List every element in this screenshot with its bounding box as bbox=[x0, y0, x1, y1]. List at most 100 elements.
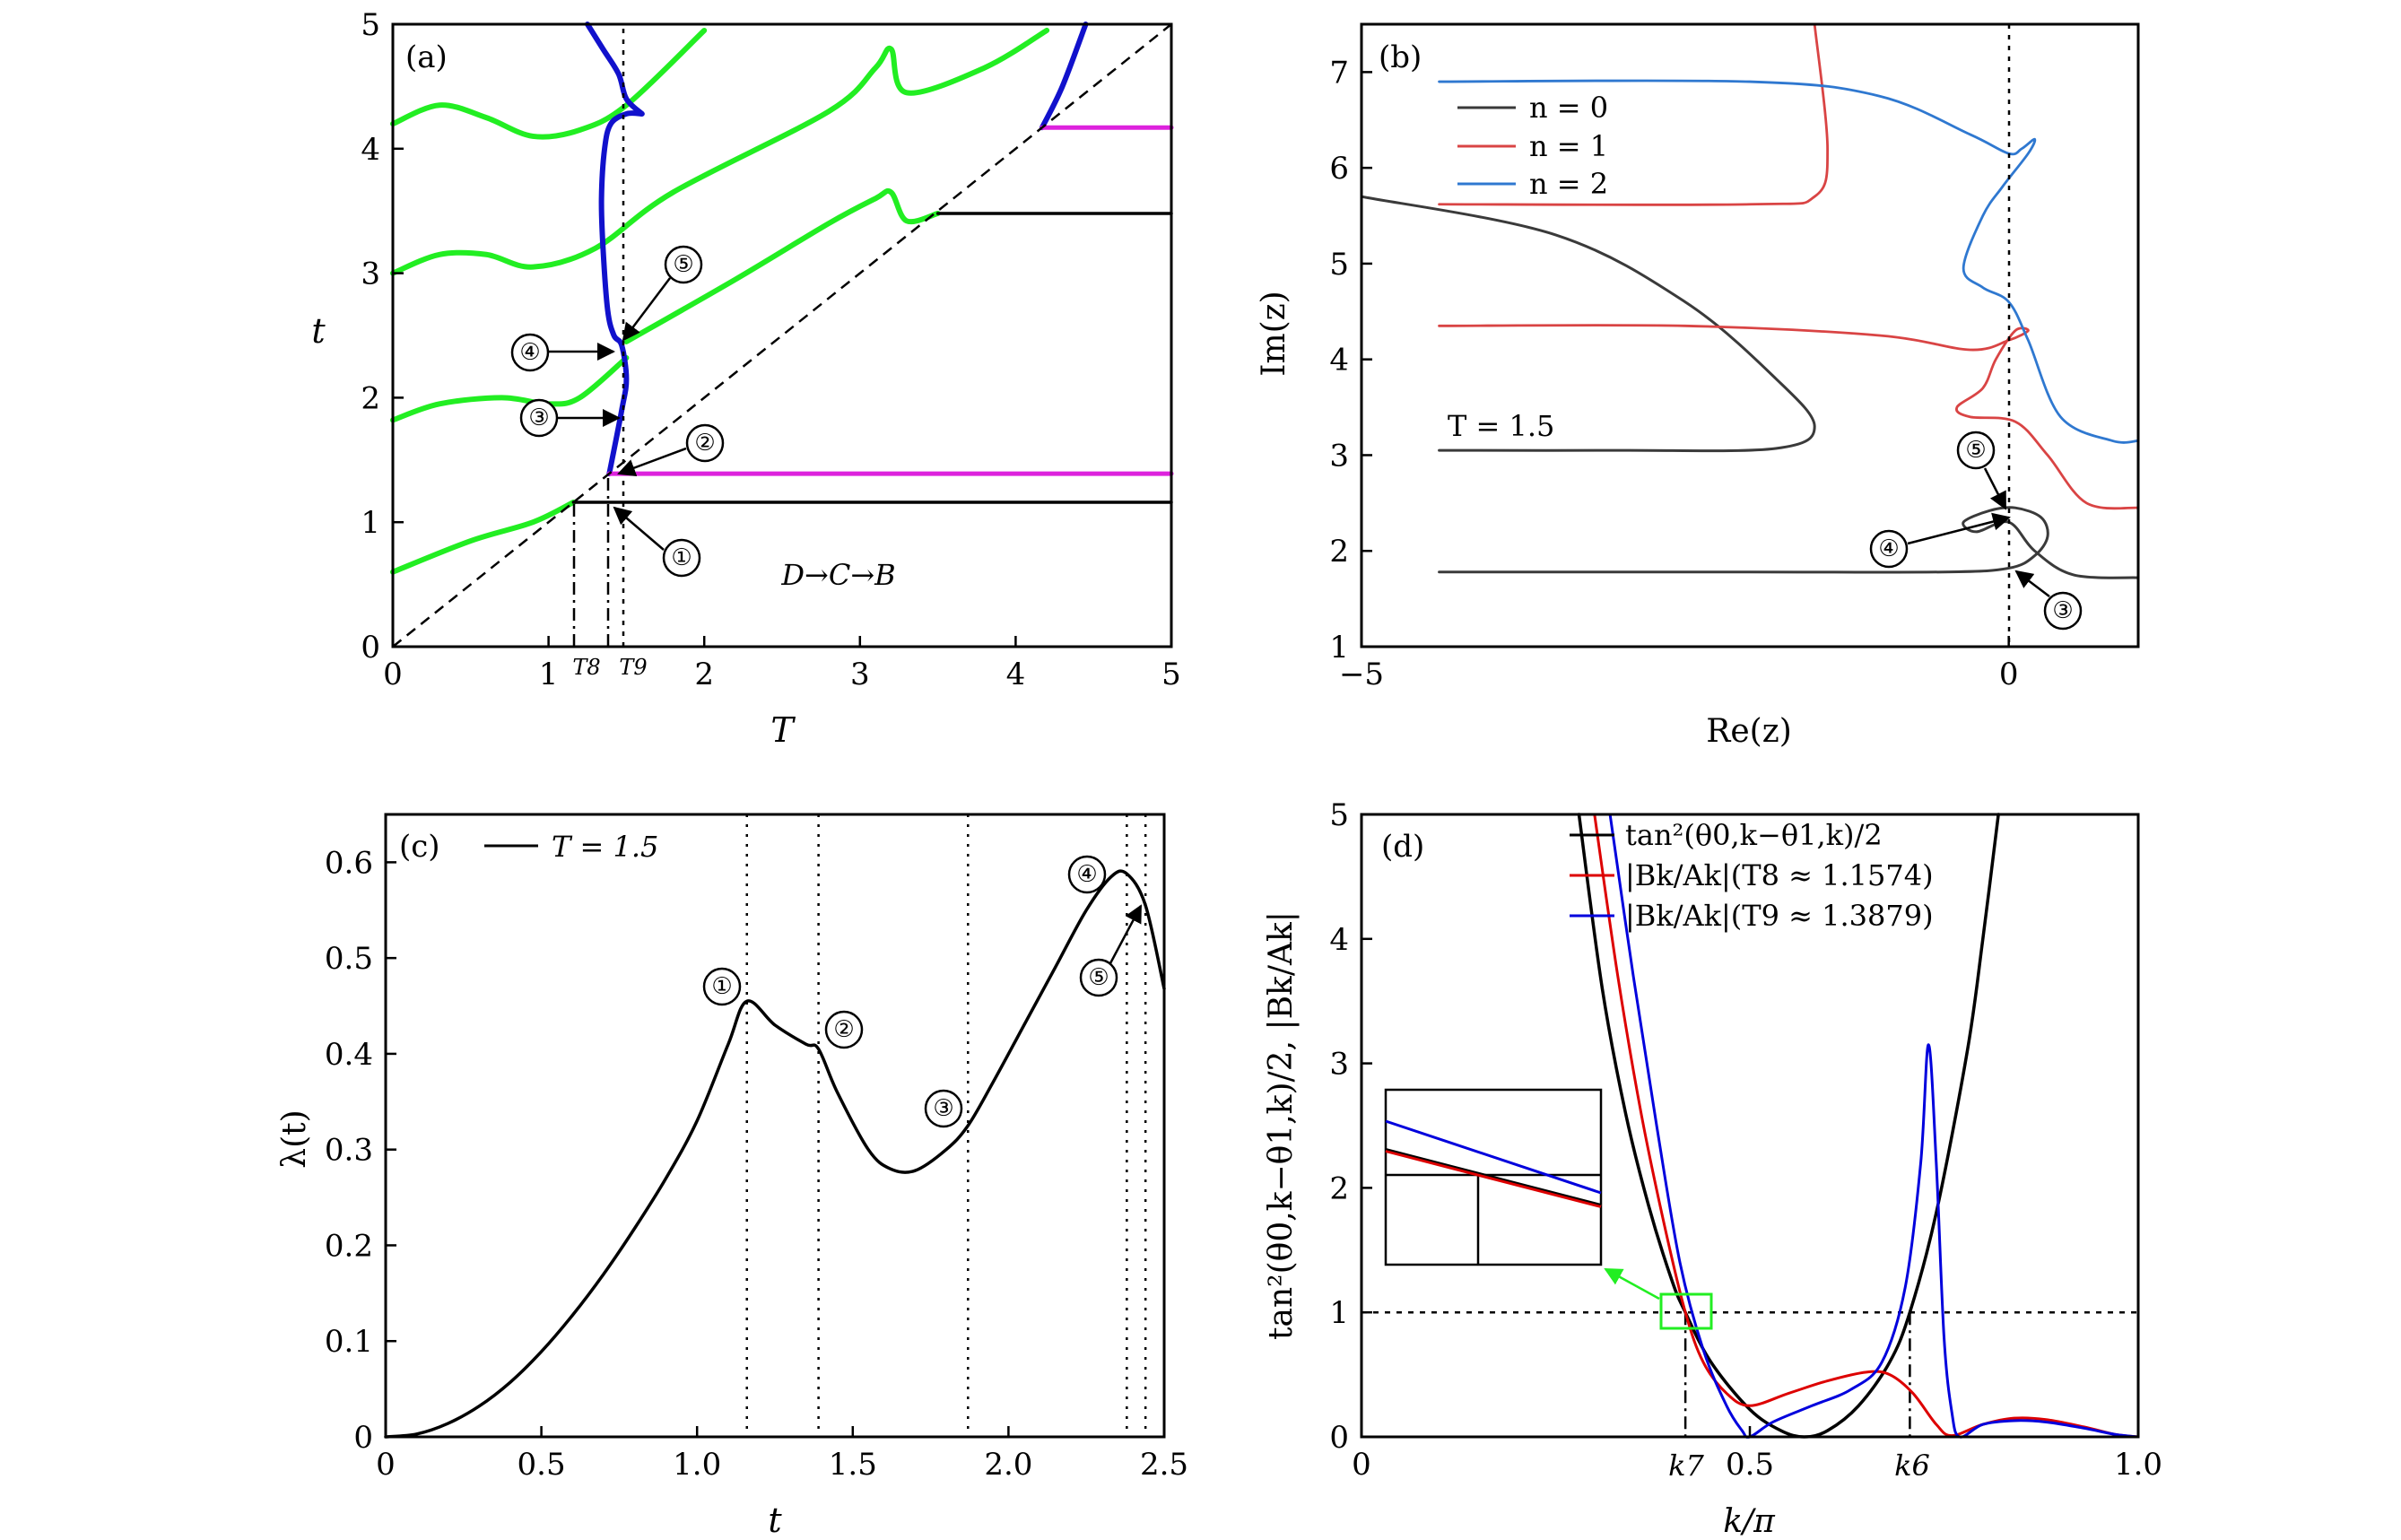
panel-b-legend: n = 0 n = 1 n = 2 bbox=[1457, 91, 1608, 201]
svg-text:⑤: ⑤ bbox=[673, 251, 693, 278]
panel-a-series-5 bbox=[390, 27, 708, 140]
panel-d-xtick-label: 0.5 bbox=[1726, 1447, 1774, 1483]
panel-b-xtick-label: −5 bbox=[1339, 657, 1384, 692]
panel-c-ytick-label: 0.5 bbox=[325, 941, 373, 977]
panel-d-k7-label: k7 bbox=[1668, 1449, 1704, 1483]
svg-text:④: ④ bbox=[1076, 861, 1097, 888]
svg-text:③: ③ bbox=[2052, 597, 2073, 624]
panel-c-xlabel: t bbox=[768, 1501, 782, 1540]
panel-a-series-3 bbox=[623, 187, 941, 344]
panel-a-series-8 bbox=[1039, 22, 1089, 131]
svg-text:⑤: ⑤ bbox=[1088, 964, 1109, 991]
legend-n1: n = 1 bbox=[1529, 129, 1608, 163]
panel-d-label: (d) bbox=[1381, 829, 1424, 865]
panel-b-circled-3: ③ bbox=[2014, 570, 2083, 631]
panel-c-circled-1: ① bbox=[702, 967, 742, 1006]
panel-a-ylabel: t bbox=[311, 311, 326, 351]
panel-c-ytick-label: 0.2 bbox=[325, 1228, 373, 1264]
panel-a: 0 1 2 3 4 5 0 1 2 3 4 5 (a) T t T8 T9 D→C→B ① ② ③ ④ bbox=[311, 7, 1180, 750]
panel-a-series-1 bbox=[390, 499, 577, 575]
panel-b-annotation: T = 1.5 bbox=[1448, 409, 1554, 443]
panel-a-series-4 bbox=[390, 27, 1050, 276]
panel-c-ytick-label: 0.1 bbox=[325, 1324, 373, 1360]
legend-d2: |Bk/Ak|(T9 ≈ 1.3879) bbox=[1625, 899, 1934, 933]
panel-b-curves bbox=[1360, 22, 2140, 579]
panel-b: −5 0 1 2 3 4 5 6 7 (b) Re(z) Im(z) T = 1.5 n = 0… bbox=[1256, 22, 2140, 750]
panel-d-ytick-label: 0 bbox=[1329, 1420, 1349, 1456]
panel-d: 0 0.5 1.0 0 1 2 3 4 5 (d) k/π tan²(θ0,k−θ1,k)/2,… bbox=[1263, 797, 2162, 1540]
panel-d-xlabel: k/π bbox=[1723, 1503, 1776, 1540]
svg-text:③: ③ bbox=[528, 405, 549, 431]
panel-b-ytick-label: 3 bbox=[1329, 438, 1349, 474]
panel-c-circled-5: ⑤ bbox=[1079, 904, 1143, 997]
panel-a-ticks: 0 1 2 3 4 5 0 1 2 3 4 5 bbox=[361, 7, 1180, 692]
panel-b-xtick-label: 0 bbox=[1999, 657, 2019, 692]
panel-a-diagonal bbox=[392, 23, 1172, 648]
panel-a-ytick-label: 5 bbox=[361, 7, 380, 43]
svg-text:②: ② bbox=[694, 430, 715, 457]
panel-a-circled-2: ② bbox=[617, 423, 725, 477]
panel-b-series-4 bbox=[1438, 22, 1829, 206]
panel-d-ytick-label: 1 bbox=[1329, 1295, 1349, 1331]
panel-b-xlabel: Re(z) bbox=[1706, 713, 1791, 750]
panel-b-ytick-label: 5 bbox=[1329, 247, 1349, 283]
panel-b-circled-4: ④ bbox=[1869, 512, 2011, 569]
panel-d-series-2 bbox=[1593, 813, 2140, 1439]
panel-a-ytick-label: 1 bbox=[361, 505, 380, 541]
panel-c-ytick-label: 0 bbox=[353, 1420, 373, 1456]
panel-a-t9-label: T9 bbox=[619, 655, 647, 680]
panel-a-ytick-label: 3 bbox=[361, 257, 380, 292]
panel-b-series-3 bbox=[1438, 324, 2140, 510]
panel-a-series-6 bbox=[598, 110, 645, 477]
panel-a-series-7 bbox=[585, 22, 645, 117]
panel-d-curves bbox=[1361, 813, 2140, 1439]
panel-c-series-1 bbox=[384, 869, 1166, 1439]
panel-b-label: (b) bbox=[1379, 39, 1422, 75]
panel-b-ylabel: Im(z) bbox=[1256, 291, 1292, 376]
legend-n0: n = 0 bbox=[1529, 91, 1608, 125]
svg-text:④: ④ bbox=[519, 339, 540, 366]
panel-d-legend: tan²(θ0,k−θ1,k)/2 |Bk/Ak|(T8 ≈ 1.1574) |… bbox=[1570, 818, 1934, 933]
panel-c-legend: T = 1.5 bbox=[484, 830, 658, 864]
panel-a-xtick-label: 5 bbox=[1161, 657, 1181, 692]
legend-n2: n = 2 bbox=[1529, 167, 1608, 201]
svg-text:⑤: ⑤ bbox=[1965, 437, 1986, 464]
panel-a-frame bbox=[391, 22, 1173, 648]
panel-b-circled-5: ⑤ bbox=[1956, 431, 2007, 510]
panel-b-series-2 bbox=[1360, 195, 1816, 453]
panel-d-ytick-label: 3 bbox=[1329, 1047, 1349, 1083]
svg-text:①: ① bbox=[671, 544, 692, 571]
panel-a-xlabel: T bbox=[770, 710, 796, 750]
panel-c-circled-4: ④ bbox=[1067, 855, 1107, 894]
panel-c-frame bbox=[384, 813, 1166, 1439]
panel-b-series-5 bbox=[1438, 79, 2140, 444]
panel-a-xtick-label: 0 bbox=[383, 657, 403, 692]
panel-b-ytick-label: 6 bbox=[1329, 151, 1349, 187]
panel-a-t8-label: T8 bbox=[572, 655, 600, 680]
panel-c-xtick-label: 1.5 bbox=[829, 1447, 877, 1483]
panel-a-annotation: D→C→B bbox=[780, 558, 895, 592]
panel-d-inset bbox=[1384, 1088, 1713, 1330]
panel-a-series-2 bbox=[390, 354, 630, 423]
panel-a-ytick-label: 0 bbox=[361, 630, 380, 666]
panel-c: 0 0.5 1.0 1.5 2.0 2.500.10.20.30.40.50.6 (c) … bbox=[276, 813, 1188, 1540]
panel-b-series-1 bbox=[1438, 506, 2140, 579]
panel-c-label: (c) bbox=[399, 829, 440, 865]
panel-d-ylabel: tan²(θ0,k−θ1,k)/2, |Bk/Ak| bbox=[1263, 911, 1300, 1340]
panel-c-circled-3: ③ bbox=[924, 1089, 963, 1128]
panel-c-ytick-label: 0.4 bbox=[325, 1037, 373, 1073]
panel-a-curves bbox=[390, 22, 1174, 575]
panel-c-xtick-label: 1.0 bbox=[673, 1447, 721, 1483]
panel-a-ytick-label: 2 bbox=[361, 380, 380, 416]
panel-a-xtick-label: 3 bbox=[850, 657, 870, 692]
legend-d0: tan²(θ0,k−θ1,k)/2 bbox=[1625, 818, 1883, 852]
panel-b-ticks: −5 0 1 2 3 4 5 6 7 bbox=[1329, 55, 2018, 692]
panel-d-ytick-label: 5 bbox=[1329, 797, 1349, 833]
panel-b-ytick-label: 4 bbox=[1329, 343, 1349, 378]
panel-b-ytick-label: 7 bbox=[1329, 55, 1349, 91]
panel-a-circled-1: ① bbox=[613, 506, 701, 578]
panel-a-circled-3: ③ bbox=[519, 398, 621, 438]
panel-c-xtick-label: 2.0 bbox=[984, 1447, 1032, 1483]
panel-d-series-1 bbox=[1577, 813, 2000, 1439]
